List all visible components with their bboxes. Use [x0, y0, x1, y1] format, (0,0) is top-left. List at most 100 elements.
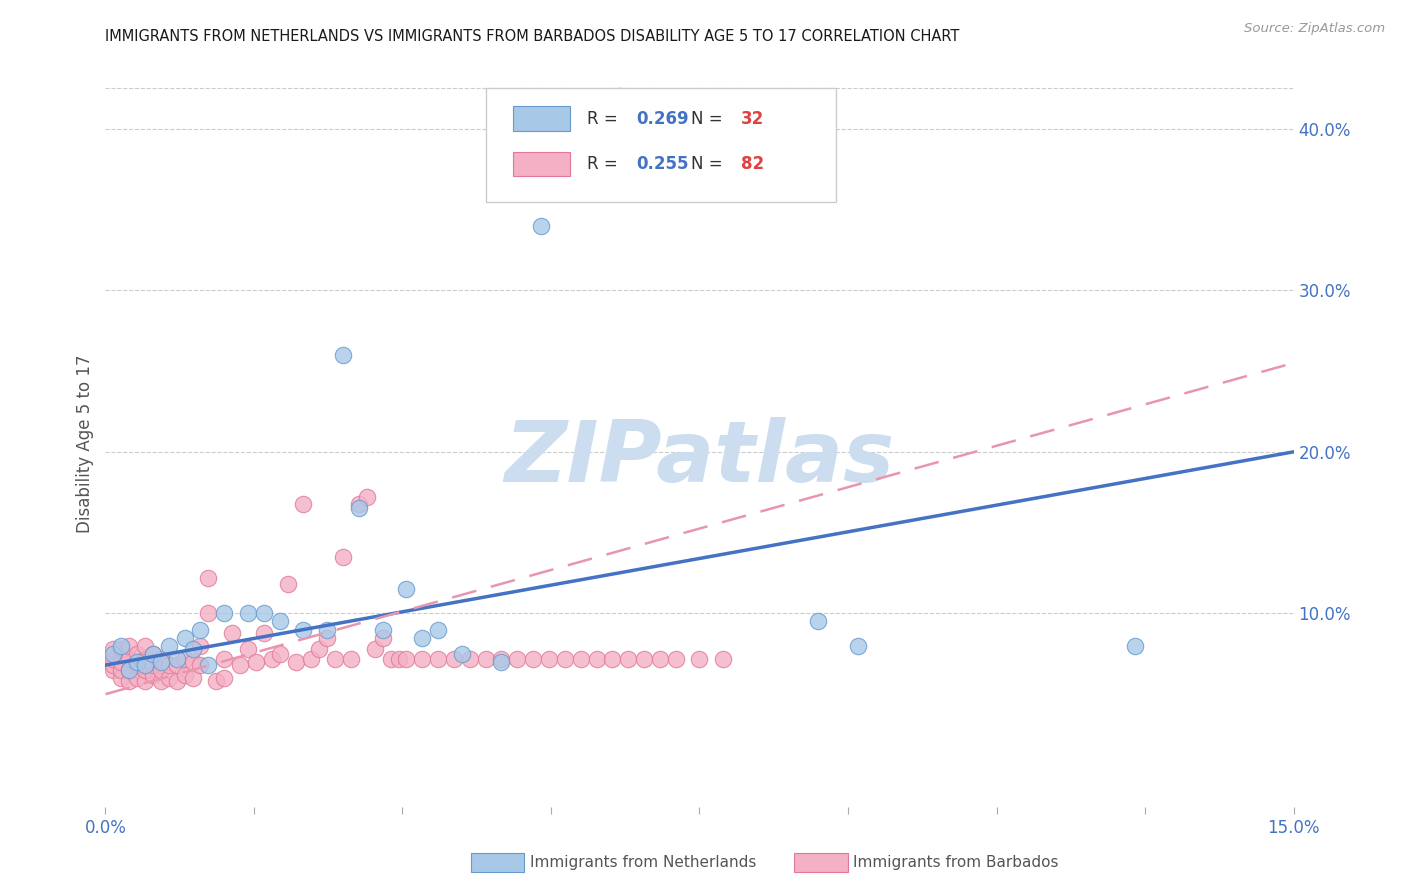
Point: [190, 623, 212, 637]
Point: [292, 623, 315, 637]
Point: [149, 651, 172, 665]
Point: [134, 658, 156, 673]
Point: [110, 642, 132, 657]
Text: N =: N =: [692, 110, 728, 128]
Point: [149, 655, 172, 669]
Point: [214, 671, 236, 685]
Point: [127, 647, 149, 661]
Point: [134, 651, 156, 665]
Point: [173, 651, 195, 665]
Point: [181, 671, 204, 685]
Text: 0.269: 0.269: [637, 110, 689, 128]
Y-axis label: Disability Age 5 to 17: Disability Age 5 to 17: [76, 354, 94, 533]
Point: [395, 582, 418, 597]
Point: [332, 348, 354, 362]
Point: [110, 639, 132, 653]
Point: [205, 674, 228, 689]
Point: [103, 651, 125, 665]
Point: [371, 623, 394, 637]
Point: [411, 651, 433, 665]
Point: [347, 497, 370, 511]
Point: [689, 651, 711, 665]
Point: [260, 651, 283, 665]
Point: [269, 615, 291, 629]
Point: [229, 658, 252, 673]
Point: [166, 651, 188, 665]
Point: [522, 651, 544, 665]
Point: [197, 607, 219, 621]
Point: [371, 631, 394, 645]
Text: Source: ZipAtlas.com: Source: ZipAtlas.com: [1244, 22, 1385, 36]
Point: [103, 647, 125, 661]
Point: [118, 663, 141, 677]
Point: [648, 651, 671, 665]
Point: [214, 607, 236, 621]
Point: [609, 89, 631, 103]
Point: [190, 658, 212, 673]
Point: [197, 658, 219, 673]
Point: [134, 674, 156, 689]
Point: [537, 651, 560, 665]
Point: [253, 607, 276, 621]
Text: 82: 82: [741, 155, 765, 173]
Point: [474, 651, 496, 665]
Point: [173, 631, 195, 645]
Point: [569, 651, 592, 665]
Text: 0.255: 0.255: [637, 155, 689, 173]
Text: IMMIGRANTS FROM NETHERLANDS VS IMMIGRANTS FROM BARBADOS DISABILITY AGE 5 TO 17 C: IMMIGRANTS FROM NETHERLANDS VS IMMIGRANT…: [105, 29, 960, 44]
Point: [450, 647, 472, 661]
Point: [221, 625, 243, 640]
Point: [149, 663, 172, 677]
FancyBboxPatch shape: [513, 106, 569, 131]
Point: [387, 651, 409, 665]
Point: [236, 642, 259, 657]
Point: [103, 642, 125, 657]
Point: [443, 651, 465, 665]
Point: [458, 651, 481, 665]
Point: [284, 655, 307, 669]
Point: [245, 655, 267, 669]
Point: [530, 219, 553, 233]
Point: [340, 651, 363, 665]
Point: [214, 651, 236, 665]
Point: [118, 639, 141, 653]
Point: [118, 651, 141, 665]
Point: [127, 655, 149, 669]
Point: [807, 615, 830, 629]
Point: [142, 647, 165, 661]
Point: [269, 647, 291, 661]
Point: [103, 663, 125, 677]
Point: [142, 667, 165, 681]
Point: [380, 651, 402, 665]
Point: [491, 655, 513, 669]
Point: [253, 625, 276, 640]
Point: [134, 639, 156, 653]
Point: [633, 651, 655, 665]
Point: [395, 651, 418, 665]
Point: [103, 658, 125, 673]
Text: ZIPatlas: ZIPatlas: [505, 417, 894, 500]
Text: R =: R =: [586, 110, 623, 128]
FancyBboxPatch shape: [513, 152, 569, 177]
Point: [157, 671, 180, 685]
Point: [127, 658, 149, 673]
Point: [157, 658, 180, 673]
Point: [142, 647, 165, 661]
Point: [554, 651, 576, 665]
Point: [292, 497, 315, 511]
Point: [197, 571, 219, 585]
Point: [299, 651, 322, 665]
Point: [323, 651, 346, 665]
Point: [846, 639, 869, 653]
Point: [166, 658, 188, 673]
FancyBboxPatch shape: [485, 87, 837, 202]
Point: [332, 549, 354, 564]
Point: [127, 671, 149, 685]
Text: Immigrants from Barbados: Immigrants from Barbados: [853, 855, 1059, 870]
Point: [617, 651, 640, 665]
Point: [308, 642, 330, 657]
Point: [181, 642, 204, 657]
Point: [190, 639, 212, 653]
Point: [110, 663, 132, 677]
Text: R =: R =: [586, 155, 623, 173]
